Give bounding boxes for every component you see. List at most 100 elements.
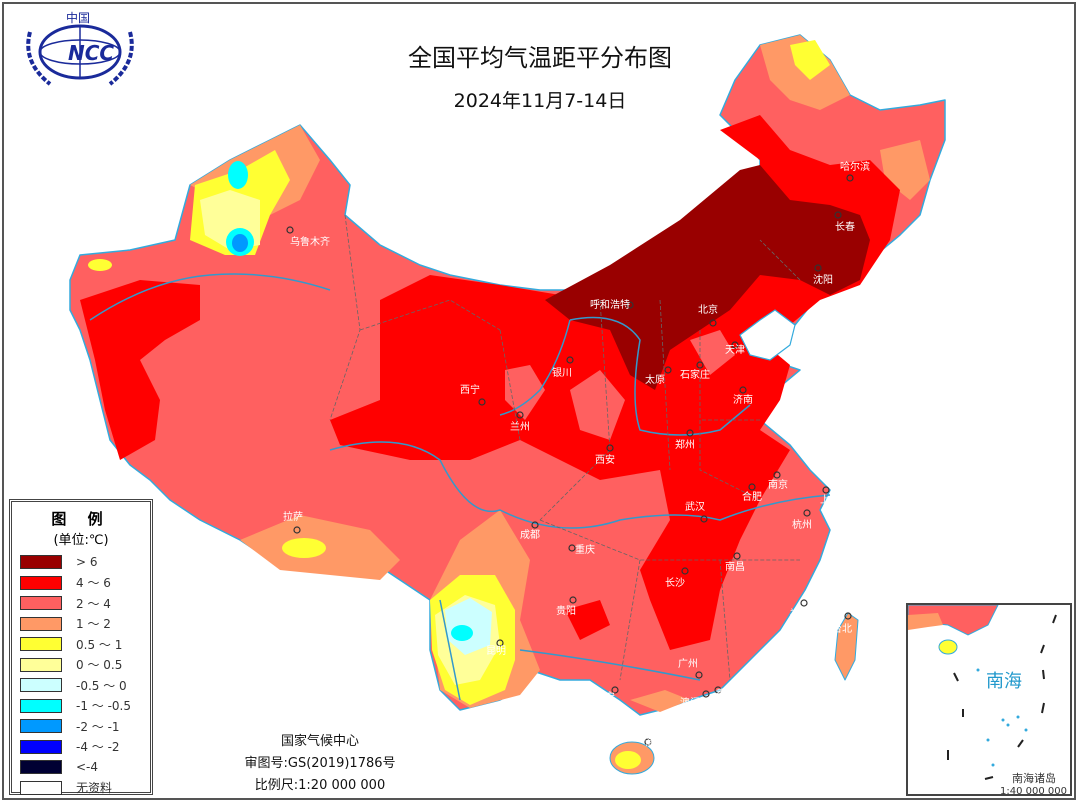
city-label: 广州	[678, 658, 698, 670]
city-dot-icon	[286, 226, 294, 234]
inset-title: 南海诸岛	[1012, 771, 1056, 785]
legend-swatch	[20, 657, 62, 672]
legend-label: 0 ～ 0.5	[76, 658, 123, 673]
city-label: 重庆	[575, 543, 595, 556]
city-dot-icon	[748, 483, 756, 491]
city-marker: 合肥	[742, 483, 762, 503]
city-marker: 福州	[790, 599, 810, 620]
city-dot-icon	[773, 471, 781, 479]
legend-swatch	[20, 637, 62, 652]
city-marker: 长沙	[665, 567, 689, 589]
city-marker: 乌鲁木齐	[286, 226, 330, 248]
city-label: 沈阳	[813, 273, 833, 286]
city-dot-icon	[681, 567, 689, 575]
legend-unit: (单位:℃)	[53, 533, 109, 548]
city-dot-icon	[702, 690, 710, 698]
legend-label: 1 ～ 2	[76, 617, 111, 632]
city-marker: 西宁	[460, 383, 486, 406]
legend-label: -2 ～ -1	[76, 719, 120, 734]
city-marker: 上海	[820, 486, 840, 506]
legend-item: 0 ～ 0.5	[12, 655, 150, 676]
city-dot-icon	[611, 686, 619, 694]
city-dot-icon	[822, 486, 830, 494]
legend-label: <-4	[76, 760, 99, 775]
legend-swatch	[20, 596, 62, 611]
city-label: 西安	[595, 453, 615, 466]
legend-item: > 6	[12, 552, 150, 573]
city-label: 福州	[790, 607, 810, 620]
inset-scale: 1:40 000 000	[1000, 786, 1067, 794]
city-marker: 太原	[645, 366, 672, 386]
ncc-logo: 中国 NCC	[26, 10, 134, 86]
city-dot-icon	[714, 686, 722, 694]
legend-swatch	[20, 698, 62, 713]
city-marker: 呼和浩特	[590, 299, 634, 311]
city-dot-icon	[293, 526, 301, 534]
city-marker: 南昌	[725, 552, 745, 573]
city-marker: 济南	[733, 386, 753, 406]
city-dot-icon	[606, 444, 614, 452]
city-marker: 台北	[832, 612, 852, 635]
city-label: 南昌	[725, 560, 745, 573]
legend-label: > 6	[76, 555, 98, 570]
city-label: 银川	[552, 366, 572, 379]
legend-item: -1 ～ -0.5	[12, 696, 150, 717]
city-label: 杭州	[792, 518, 812, 531]
city-marker: 重庆	[568, 543, 595, 556]
city-label: 合肥	[742, 490, 762, 503]
credit-org: 国家气候中心	[280, 734, 359, 749]
city-marker: 贵阳	[556, 596, 577, 617]
credit-approval: 审图号:GS(2019)1786号	[244, 756, 396, 771]
city-marker: 成都	[520, 521, 540, 541]
svg-text:中国: 中国	[66, 10, 90, 25]
legend-swatch	[20, 780, 62, 795]
city-marker: 广州	[678, 658, 703, 679]
legend-title: 图 例	[51, 510, 111, 528]
city-label: 太原	[645, 373, 665, 386]
city-marker: 拉萨	[283, 510, 303, 534]
legend-item: 4 ～ 6	[12, 573, 150, 594]
city-label: 武汉	[685, 500, 705, 513]
city-label: 上海	[820, 493, 840, 506]
legend-item: -4 ～ -2	[12, 737, 150, 758]
legend-item: <-4	[12, 757, 150, 778]
city-marker: 武汉	[685, 500, 708, 523]
city-marker: 银川	[552, 356, 574, 379]
city-label: 北京	[698, 303, 718, 316]
city-dot-icon	[700, 515, 708, 523]
city-dot-icon	[739, 386, 747, 394]
city-dot-icon	[626, 301, 634, 309]
city-label: 香港	[716, 688, 736, 700]
china-map	[69, 34, 946, 775]
city-marker: 南京	[768, 471, 788, 491]
legend-swatch	[20, 739, 62, 754]
south-china-sea-inset: 南海 南海诸岛 1:40 000 000	[906, 603, 1072, 797]
legend-label: 4 ～ 6	[76, 576, 111, 591]
inset-sea-label: 南海	[986, 671, 1022, 692]
legend-item: -2 ～ -1	[12, 716, 150, 737]
legend-swatch	[20, 575, 62, 590]
legend-swatch	[20, 678, 62, 693]
city-marker: 南宁	[595, 686, 619, 703]
city-dot-icon	[731, 341, 739, 349]
city-dot-icon	[531, 521, 539, 529]
city-label: 济南	[733, 393, 753, 406]
legend-label: 2 ～ 4	[76, 596, 111, 611]
legend-item: -0.5 ～ 0	[12, 675, 150, 696]
city-label: 西宁	[460, 383, 480, 396]
city-marker: 天津	[725, 341, 745, 356]
legend-label: 无资料	[76, 781, 113, 796]
legend-label: -1 ～ -0.5	[76, 699, 132, 714]
city-label: 长春	[835, 221, 855, 233]
city-label: 昆明	[486, 645, 506, 657]
city-label: 海口	[645, 736, 665, 749]
city-dot-icon	[709, 319, 717, 327]
city-dot-icon	[800, 599, 808, 607]
city-label: 哈尔滨	[840, 160, 870, 173]
city-dot-icon	[695, 671, 703, 679]
city-marker: 哈尔滨	[840, 160, 870, 182]
city-dot-icon	[516, 411, 524, 419]
map-title: 全国平均气温距平分布图	[408, 44, 672, 72]
